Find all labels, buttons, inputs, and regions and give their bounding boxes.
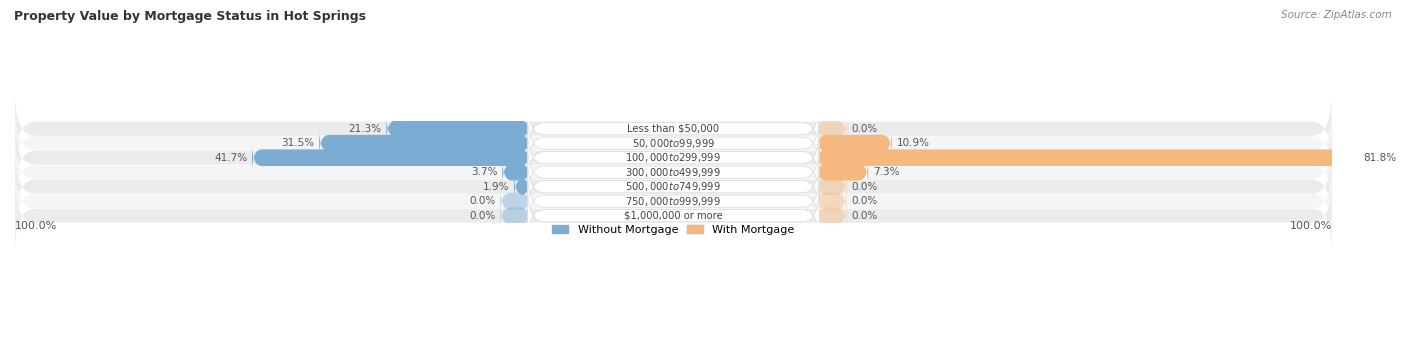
Text: 7.3%: 7.3% <box>873 167 900 177</box>
FancyBboxPatch shape <box>15 179 1331 252</box>
Text: Less than $50,000: Less than $50,000 <box>627 124 720 134</box>
Text: 0.0%: 0.0% <box>470 196 495 206</box>
FancyBboxPatch shape <box>15 150 1331 223</box>
FancyBboxPatch shape <box>387 115 530 142</box>
Text: $1,000,000 or more: $1,000,000 or more <box>624 211 723 221</box>
FancyBboxPatch shape <box>817 130 891 157</box>
Text: 10.9%: 10.9% <box>897 138 929 148</box>
Text: 31.5%: 31.5% <box>281 138 315 148</box>
Text: Source: ZipAtlas.com: Source: ZipAtlas.com <box>1281 10 1392 20</box>
FancyBboxPatch shape <box>15 107 1331 180</box>
FancyBboxPatch shape <box>502 159 530 186</box>
Legend: Without Mortgage, With Mortgage: Without Mortgage, With Mortgage <box>547 220 799 240</box>
Text: 81.8%: 81.8% <box>1364 153 1396 163</box>
FancyBboxPatch shape <box>817 144 1358 171</box>
FancyBboxPatch shape <box>817 188 846 214</box>
Text: 21.3%: 21.3% <box>349 124 381 134</box>
FancyBboxPatch shape <box>527 186 820 246</box>
FancyBboxPatch shape <box>527 99 820 159</box>
FancyBboxPatch shape <box>527 128 820 188</box>
Text: 100.0%: 100.0% <box>1289 221 1331 231</box>
FancyBboxPatch shape <box>15 121 1331 194</box>
FancyBboxPatch shape <box>319 130 530 157</box>
FancyBboxPatch shape <box>501 188 530 214</box>
Text: 3.7%: 3.7% <box>471 167 498 177</box>
Text: 0.0%: 0.0% <box>851 182 877 192</box>
Text: $50,000 to $99,999: $50,000 to $99,999 <box>631 137 716 150</box>
Text: $100,000 to $299,999: $100,000 to $299,999 <box>626 151 721 164</box>
FancyBboxPatch shape <box>817 202 846 229</box>
Text: 0.0%: 0.0% <box>470 211 495 221</box>
Text: 1.9%: 1.9% <box>482 182 509 192</box>
FancyBboxPatch shape <box>501 202 530 229</box>
FancyBboxPatch shape <box>515 173 530 200</box>
FancyBboxPatch shape <box>15 136 1331 209</box>
Text: 100.0%: 100.0% <box>15 221 58 231</box>
Text: $750,000 to $999,999: $750,000 to $999,999 <box>626 195 721 208</box>
FancyBboxPatch shape <box>817 173 846 200</box>
FancyBboxPatch shape <box>527 157 820 217</box>
FancyBboxPatch shape <box>817 159 869 186</box>
Text: 0.0%: 0.0% <box>851 124 877 134</box>
FancyBboxPatch shape <box>817 115 846 142</box>
Text: 0.0%: 0.0% <box>851 196 877 206</box>
Text: $300,000 to $499,999: $300,000 to $499,999 <box>626 166 721 179</box>
FancyBboxPatch shape <box>15 92 1331 165</box>
FancyBboxPatch shape <box>252 144 530 171</box>
Text: Property Value by Mortgage Status in Hot Springs: Property Value by Mortgage Status in Hot… <box>14 10 366 23</box>
FancyBboxPatch shape <box>527 142 820 202</box>
FancyBboxPatch shape <box>527 171 820 231</box>
FancyBboxPatch shape <box>527 113 820 173</box>
Text: 41.7%: 41.7% <box>214 153 247 163</box>
FancyBboxPatch shape <box>15 165 1331 238</box>
Text: $500,000 to $749,999: $500,000 to $749,999 <box>626 180 721 193</box>
Text: 0.0%: 0.0% <box>851 211 877 221</box>
